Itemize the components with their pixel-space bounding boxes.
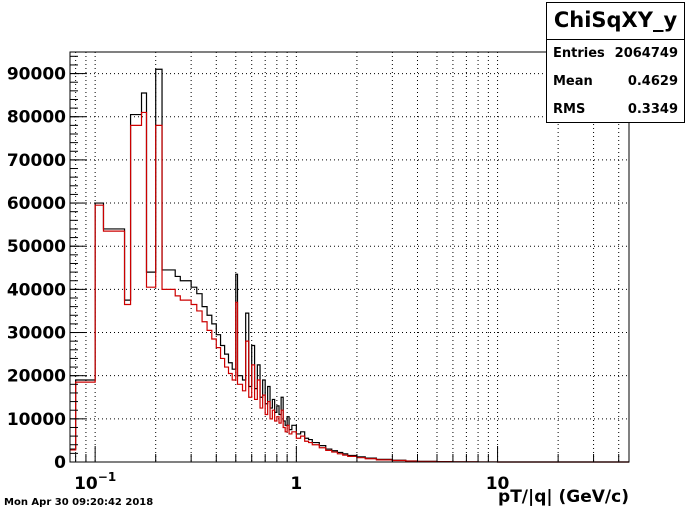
- y-tick-label: 50000: [7, 237, 66, 257]
- stats-entries-label: Entries: [553, 46, 605, 61]
- stats-row-rms: RMS 0.3349: [547, 96, 684, 124]
- stats-box: ChiSqXY_y Entries 2064749 Mean 0.4629 RM…: [546, 2, 685, 123]
- series-layer: [70, 68, 629, 463]
- series-1-histogram: [70, 111, 629, 463]
- axis-ticks: [70, 55, 620, 463]
- timestamp: Mon Apr 30 09:20:42 2018: [4, 497, 154, 508]
- x-tick-label: 10: [486, 474, 510, 494]
- plot-frame: [69, 51, 630, 463]
- x-tick-labels: 10−1 1 10: [74, 470, 509, 494]
- stats-rms-value: 0.3349: [627, 102, 678, 117]
- y-tick-labels: 0 10000 20000 30000 40000 50000 60000 70000 8000…: [7, 65, 66, 473]
- stats-row-mean: Mean 0.4629: [547, 68, 684, 96]
- stats-mean-label: Mean: [553, 74, 593, 89]
- y-tick-label: 60000: [7, 194, 66, 214]
- y-tick-label: 70000: [7, 151, 66, 171]
- y-tick-label: 0: [54, 453, 66, 473]
- stats-title: ChiSqXY_y: [547, 3, 684, 40]
- plot-area: [70, 52, 629, 462]
- y-tick-label: 10000: [7, 410, 66, 430]
- stats-entries-value: 2064749: [614, 46, 678, 61]
- stats-rms-label: RMS: [553, 102, 586, 117]
- stats-row-entries: Entries 2064749: [547, 40, 684, 68]
- y-tick-label: 40000: [7, 280, 66, 300]
- y-tick-label: 20000: [7, 367, 66, 387]
- x-tick-label: 10−1: [74, 470, 116, 494]
- x-tick-label: 1: [290, 474, 302, 494]
- series-0-histogram: [70, 68, 629, 463]
- stats-mean-value: 0.4629: [627, 74, 678, 89]
- x-axis-title: pT/|q| (GeV/c): [498, 487, 629, 507]
- y-tick-label: 80000: [7, 108, 66, 128]
- y-tick-label: 90000: [7, 65, 66, 85]
- y-tick-label: 30000: [7, 324, 66, 344]
